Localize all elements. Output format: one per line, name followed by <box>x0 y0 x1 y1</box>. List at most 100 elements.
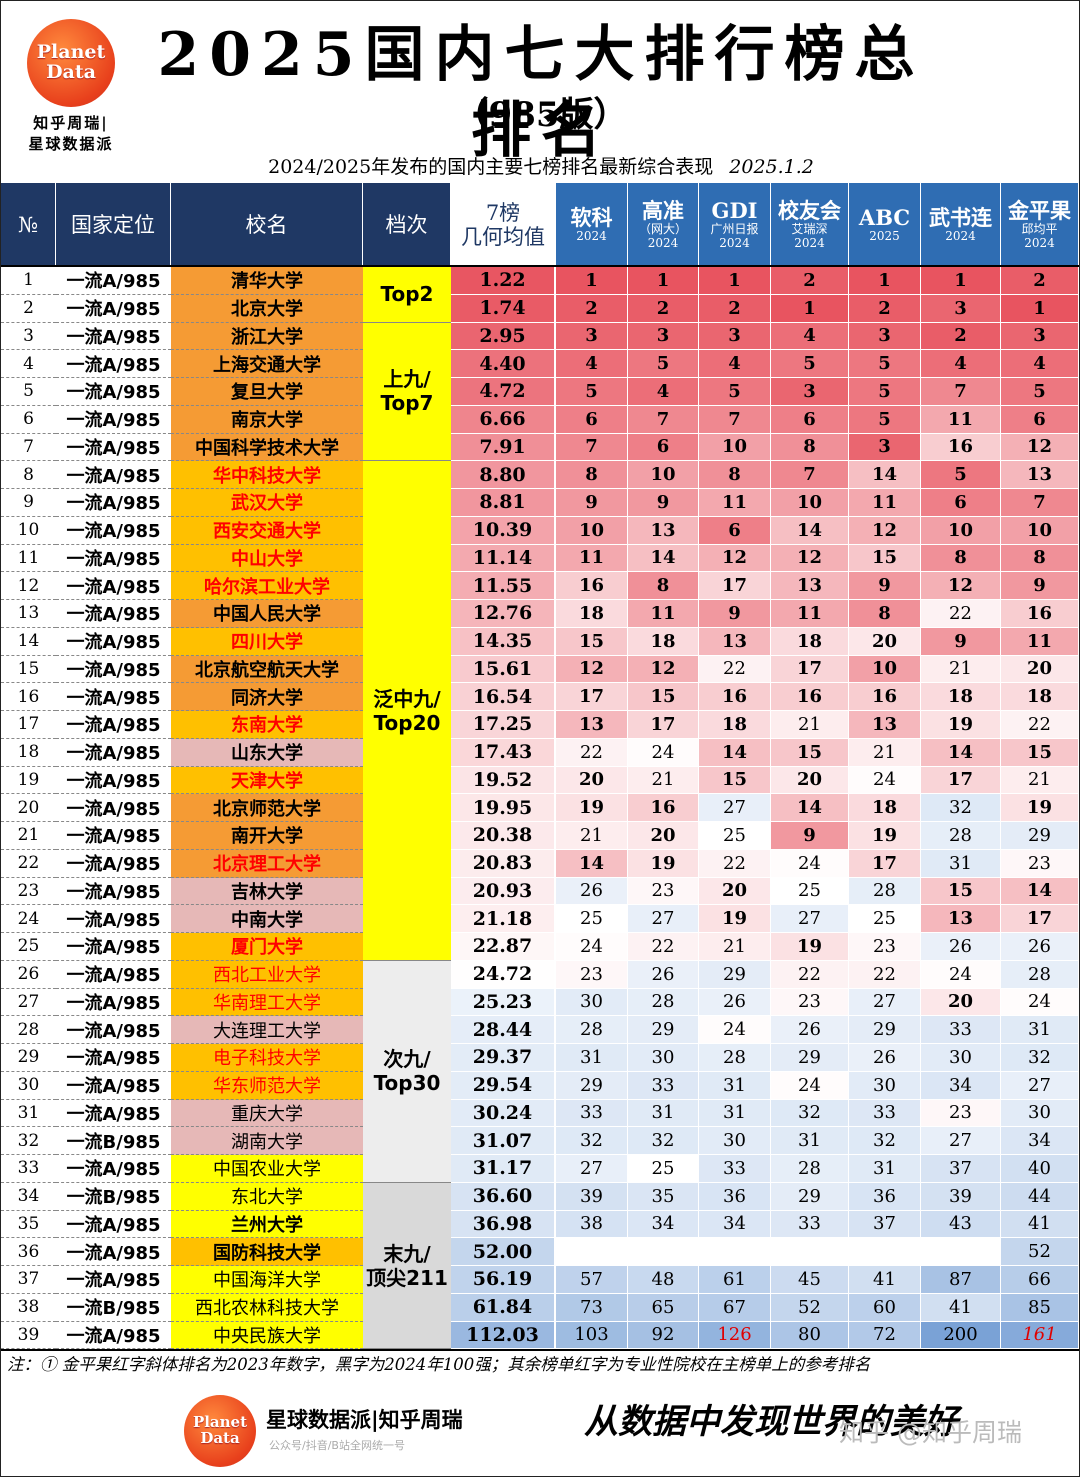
level: 一流A/985 <box>56 933 171 961</box>
mean-value: 20.38 <box>451 822 556 850</box>
rank-cell: 5 <box>1001 378 1079 406</box>
rank-cell: 1 <box>699 267 771 295</box>
rank-cell: 13 <box>921 905 1001 933</box>
rank-cell: 26 <box>556 877 628 906</box>
rank-cell: 23 <box>556 960 628 989</box>
rank-cell: 26 <box>771 1016 849 1044</box>
rank-cell: 12 <box>556 655 628 684</box>
rank-cell: 12 <box>849 516 921 545</box>
mean-value: 16.54 <box>451 683 556 711</box>
rank-cell: 15 <box>1001 738 1079 767</box>
column-header: ABC 2025 <box>849 183 921 267</box>
rank-cell: 17 <box>556 683 628 711</box>
rank-cell-empty <box>556 1238 628 1266</box>
school-name: 华中科技大学 <box>171 461 363 489</box>
rank-cell: 15 <box>628 683 699 711</box>
rank-cell: 2 <box>556 294 628 323</box>
school-name: 华东师范大学 <box>171 1071 363 1100</box>
rank-cell: 67 <box>699 1293 771 1322</box>
rank-cell: 72 <box>849 1321 921 1350</box>
mean-value: 61.84 <box>451 1293 556 1322</box>
school-name: 中国人民大学 <box>171 600 363 628</box>
mean-value: 22.87 <box>451 933 556 961</box>
school-name: 四川大学 <box>171 627 363 656</box>
rank-cell: 27 <box>628 905 699 933</box>
rank-cell: 8 <box>849 600 921 628</box>
header-line: 2024 <box>945 229 976 244</box>
rank-cell: 19 <box>699 905 771 933</box>
row-number: 20 <box>1 794 56 822</box>
header-line: 校名 <box>245 212 288 237</box>
row-number: 13 <box>1 600 56 628</box>
rank-cell: 9 <box>849 572 921 600</box>
row-number: 1 <box>1 267 56 295</box>
rank-cell: 52 <box>1001 1238 1079 1266</box>
rank-cell: 17 <box>1001 905 1079 933</box>
level: 一流A/985 <box>56 711 171 739</box>
rank-cell: 20 <box>1001 655 1079 684</box>
mean-value: 25.23 <box>451 988 556 1017</box>
column-header: 档次 <box>363 183 451 267</box>
column-header: 7榜 几何均值 <box>451 183 556 267</box>
rank-cell: 39 <box>556 1182 628 1211</box>
rank-cell: 5 <box>699 378 771 406</box>
rank-cell: 29 <box>1001 822 1079 850</box>
rank-cell: 7 <box>1001 489 1079 517</box>
rank-cell: 2 <box>771 267 849 295</box>
rank-cell: 14 <box>628 544 699 573</box>
row-number: 37 <box>1 1266 56 1294</box>
rank-cell: 8 <box>699 461 771 489</box>
rank-cell: 13 <box>628 516 699 545</box>
tier-label: 上九/ <box>383 367 431 392</box>
rank-cell: 1 <box>849 267 921 295</box>
row-number: 33 <box>1 1155 56 1183</box>
level: 一流A/985 <box>56 739 171 767</box>
rank-cell: 3 <box>849 433 921 462</box>
rank-cell: 18 <box>921 683 1001 711</box>
row-number: 16 <box>1 683 56 711</box>
school-name: 中山大学 <box>171 544 363 573</box>
rank-cell: 20 <box>849 627 921 656</box>
rank-cell: 28 <box>771 1155 849 1183</box>
rank-cell: 12 <box>921 572 1001 600</box>
header-line: ABC <box>858 205 911 231</box>
school-name: 中央民族大学 <box>171 1321 363 1350</box>
footer-brand: 星球数据派|知乎周瑞 <box>266 1408 463 1432</box>
rank-cell: 31 <box>699 1099 771 1128</box>
rank-cell: 33 <box>849 1099 921 1128</box>
rank-cell: 3 <box>849 322 921 351</box>
logo-text: Data <box>46 61 96 83</box>
rank-cell: 23 <box>921 1099 1001 1128</box>
school-name: 南开大学 <box>171 822 363 850</box>
rank-cell: 87 <box>921 1266 1001 1294</box>
school-name: 北京师范大学 <box>171 794 363 822</box>
level: 一流A/985 <box>56 1322 171 1350</box>
tier-label: Top20 <box>373 710 441 735</box>
rank-cell: 7 <box>771 461 849 489</box>
tier-label: 次九/ <box>383 1047 431 1072</box>
row-number: 8 <box>1 461 56 489</box>
school-name: 东北大学 <box>171 1182 363 1211</box>
rank-cell: 29 <box>849 1016 921 1044</box>
rank-cell: 38 <box>556 1210 628 1239</box>
rank-cell: 10 <box>921 516 1001 545</box>
rank-cell: 16 <box>771 683 849 711</box>
rank-cell: 28 <box>699 1044 771 1072</box>
rank-cell: 14 <box>699 738 771 767</box>
row-number: 30 <box>1 1072 56 1100</box>
rank-cell: 43 <box>921 1210 1001 1239</box>
mean-value: 15.61 <box>451 655 556 684</box>
rank-cell: 19 <box>1001 794 1079 822</box>
footer-logo: Planet Data <box>184 1395 256 1467</box>
row-number: 25 <box>1 933 56 961</box>
rank-cell: 22 <box>1001 711 1079 739</box>
rank-cell: 4 <box>628 378 699 406</box>
rank-cell: 22 <box>921 600 1001 628</box>
logo-text: Planet <box>192 1413 248 1432</box>
mean-value: 21.18 <box>451 905 556 933</box>
rank-cell: 27 <box>1001 1071 1079 1100</box>
mean-value: 8.80 <box>451 461 556 489</box>
rank-cell: 17 <box>921 766 1001 795</box>
rank-cell: 19 <box>628 849 699 878</box>
rank-cell: 12 <box>771 544 849 573</box>
